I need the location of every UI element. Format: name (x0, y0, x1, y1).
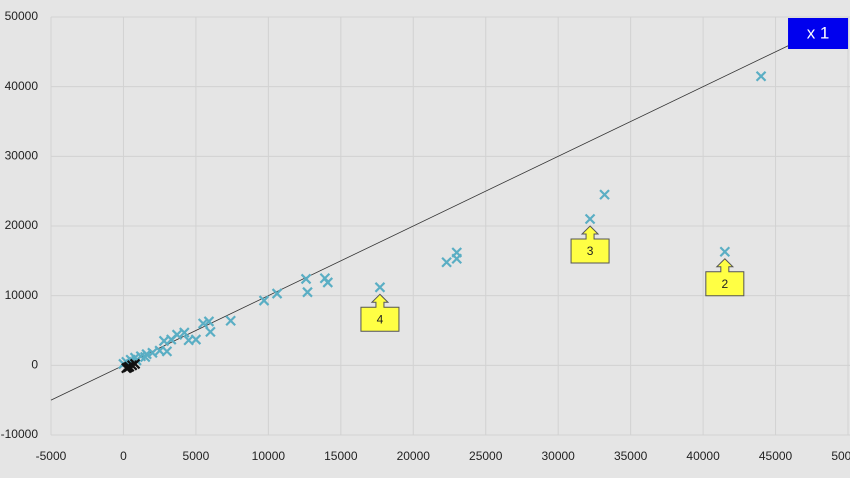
point (719, 246, 731, 258)
point (197, 318, 209, 329)
x-tick-label: 20000 (397, 449, 431, 463)
point (203, 316, 215, 327)
point (451, 253, 463, 265)
point (584, 213, 596, 225)
annotation: 3 (570, 225, 610, 264)
annotation: 2 (705, 258, 745, 297)
x-tick-label: 10000 (252, 449, 286, 463)
y-tick-label: 50000 (5, 9, 39, 23)
x-tick-label: 30000 (541, 449, 575, 463)
y-tick-label: 10000 (5, 288, 39, 302)
callout-label: 4 (377, 312, 384, 326)
point (374, 282, 386, 293)
x-tick-label: 45000 (759, 449, 793, 463)
x-tick-label: 15000 (324, 449, 358, 463)
x-tick-label: 0 (120, 449, 127, 463)
point (154, 345, 165, 356)
callout-label: 3 (587, 244, 594, 258)
point (755, 70, 767, 82)
x-tick-label: 5000 (183, 449, 210, 463)
annotation: 4 (360, 293, 400, 332)
point (129, 358, 141, 370)
point (441, 256, 452, 268)
point (258, 295, 270, 306)
point (300, 273, 312, 285)
x-tick-label: 40000 (686, 449, 720, 463)
point (322, 277, 334, 288)
point (158, 335, 170, 347)
y-tick-label: -10000 (1, 427, 39, 441)
point (179, 327, 190, 338)
point (225, 315, 236, 327)
point (183, 334, 194, 346)
callout-box (705, 258, 745, 297)
point (271, 288, 283, 299)
y-tick-label: 0 (31, 358, 38, 372)
x-tick-label: 35000 (614, 449, 648, 463)
reference-label: x 1 (807, 23, 830, 42)
point (205, 326, 216, 338)
y-tick-label: 40000 (5, 79, 39, 93)
point (139, 351, 151, 363)
reference-label-box (788, 18, 849, 49)
callout-label: 2 (721, 277, 728, 291)
point (599, 189, 610, 200)
point (302, 286, 313, 298)
x-tick-label: -5000 (36, 449, 67, 463)
callout-box (570, 225, 610, 264)
y-tick-label: 20000 (5, 218, 39, 232)
x-tick-label: 50000 (831, 449, 850, 463)
y-tick-label: 30000 (5, 149, 39, 163)
x-tick-label: 25000 (469, 449, 503, 463)
callout-box (360, 293, 400, 332)
